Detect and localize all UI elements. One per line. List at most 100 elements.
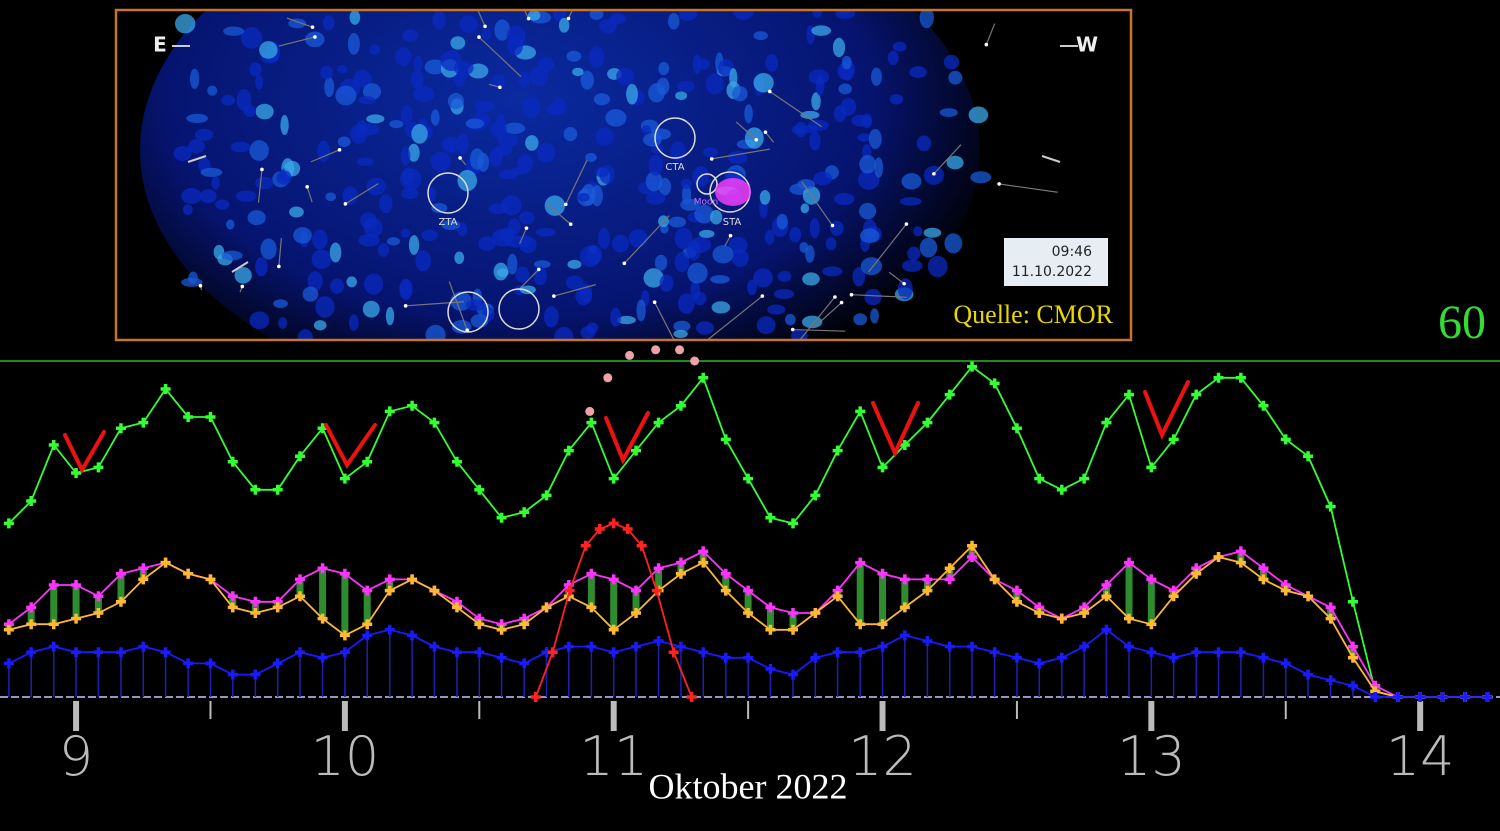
star (552, 294, 556, 298)
marker (594, 524, 605, 534)
marker (832, 591, 843, 602)
star (337, 148, 342, 152)
sky-blob (362, 300, 380, 318)
marker (519, 619, 530, 630)
star (904, 222, 909, 226)
sky-blob (425, 324, 446, 339)
marker (743, 473, 754, 484)
sky-blob (744, 104, 753, 124)
sky-blob (186, 113, 208, 124)
marker (944, 574, 955, 585)
sky-blob (617, 315, 636, 325)
marker (1303, 591, 1314, 602)
sky-blob (400, 279, 411, 299)
marker (71, 613, 82, 624)
series-line (8, 365, 1488, 698)
sky-blob (580, 70, 594, 90)
marker (429, 585, 440, 596)
sky-blob (507, 253, 518, 275)
sky-blob (643, 268, 664, 288)
marker (1347, 652, 1358, 663)
sky-blob (616, 67, 634, 86)
sky-blob (812, 11, 823, 18)
sky-blob (506, 25, 526, 46)
star (984, 42, 989, 47)
sky-blob (597, 227, 611, 249)
sky-blob (491, 228, 514, 247)
sky-blob (230, 141, 251, 153)
sky-blob (702, 147, 718, 158)
marker (71, 647, 82, 658)
marker (855, 557, 866, 568)
sky-blob (430, 151, 451, 172)
sky-blob (680, 198, 700, 211)
sky-blob (457, 169, 477, 192)
sky-blob (747, 279, 757, 296)
constellation-line (769, 90, 822, 128)
marker (1415, 692, 1426, 702)
marker (608, 624, 619, 635)
sky-blob (648, 154, 664, 176)
marker (451, 602, 462, 613)
marker (765, 624, 776, 635)
star (465, 328, 469, 333)
marker (653, 563, 664, 574)
tick (187, 155, 207, 163)
sky-blob (599, 164, 615, 184)
marker (205, 658, 216, 669)
sky-blob (591, 184, 603, 207)
marker (93, 647, 104, 658)
sky-blob (776, 213, 788, 230)
marker (1146, 619, 1157, 630)
sky-blob (654, 254, 668, 271)
sky-blob (234, 267, 252, 284)
marker (720, 568, 731, 579)
marker (295, 574, 305, 585)
sky-blob (337, 65, 348, 74)
sky-blob (800, 110, 820, 120)
marker (317, 613, 328, 624)
sky-blob (913, 226, 923, 237)
star (833, 295, 837, 299)
marker (272, 602, 283, 613)
sky-blob (588, 46, 605, 68)
marker (138, 641, 149, 652)
x-tick-label: 10 (311, 725, 380, 788)
east-label: E (153, 33, 167, 57)
marker (636, 540, 647, 551)
marker (1280, 434, 1291, 445)
sky-blob (641, 125, 652, 135)
sky-blob (753, 73, 774, 93)
sky-blob (181, 277, 203, 287)
marker (530, 692, 541, 702)
timestamp-box (1004, 238, 1108, 286)
sky-blob (677, 293, 695, 314)
marker (668, 647, 679, 658)
sky-blob (585, 152, 597, 163)
marker (1235, 546, 1246, 557)
star (458, 156, 462, 160)
marker (585, 406, 595, 416)
marker (743, 585, 754, 596)
marker (675, 557, 686, 568)
sky-blob (825, 237, 837, 251)
marker (26, 647, 37, 658)
y-tick-label: 60 (1438, 296, 1486, 349)
sky-blob (857, 133, 871, 142)
sky-blob (400, 104, 413, 125)
marker (1124, 389, 1135, 400)
sky-blob (868, 128, 882, 149)
marker (1258, 574, 1269, 585)
marker (93, 462, 104, 473)
marker (877, 568, 888, 579)
marker (743, 608, 754, 618)
marker (71, 468, 82, 478)
sky-blob (907, 246, 921, 261)
sky-blob (694, 204, 714, 224)
marker (564, 585, 575, 596)
star (526, 16, 531, 21)
marker (743, 652, 754, 663)
sky-blob (686, 240, 701, 261)
sky-blob (349, 11, 361, 25)
marker (899, 602, 910, 613)
